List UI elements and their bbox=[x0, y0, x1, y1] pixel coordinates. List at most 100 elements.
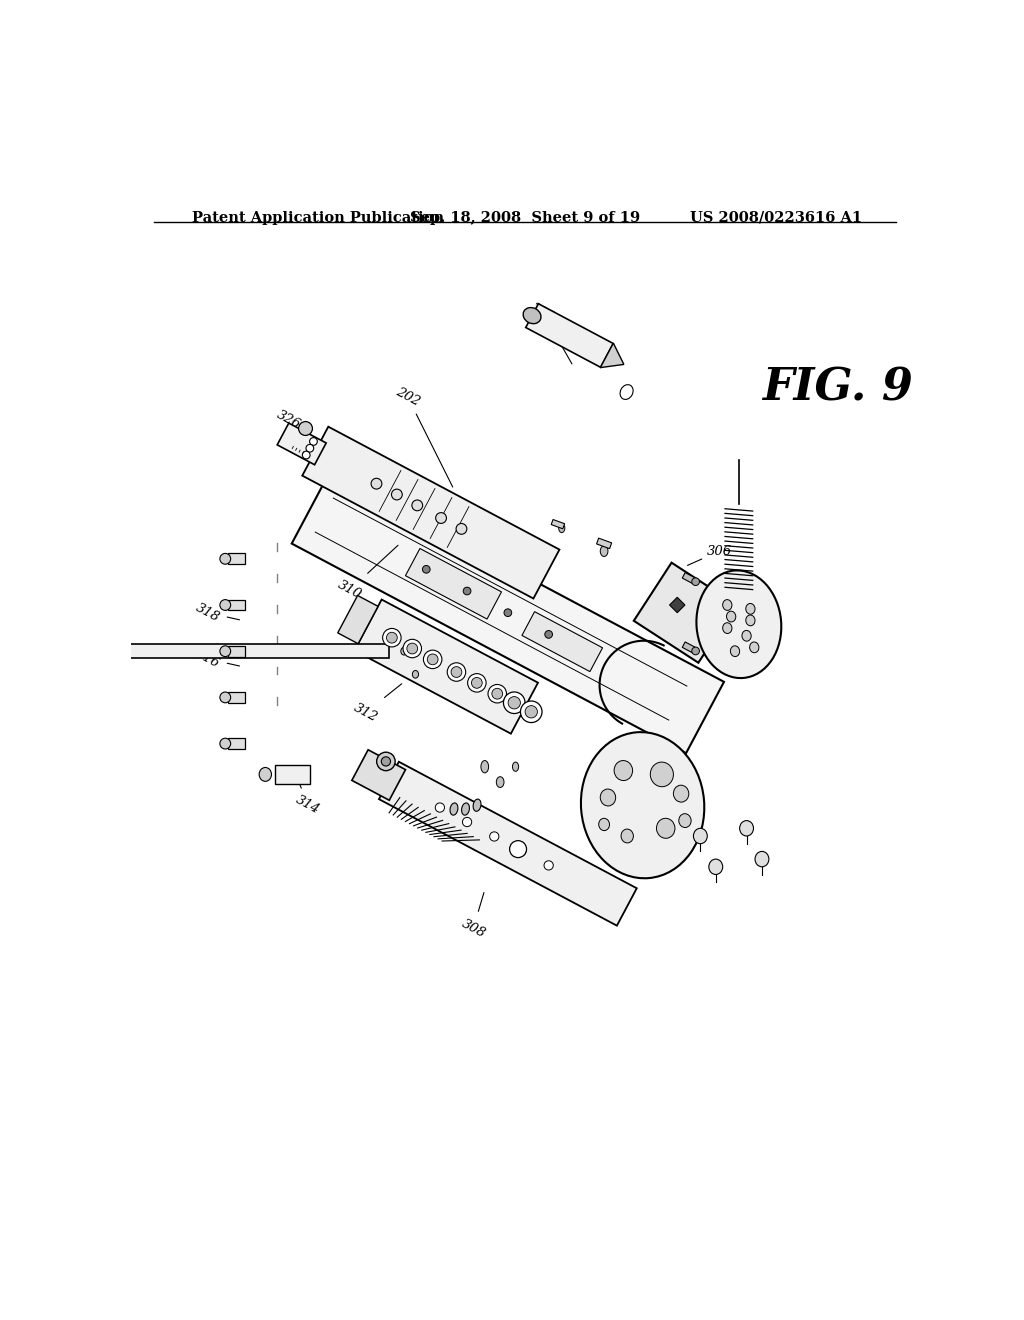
Ellipse shape bbox=[723, 623, 732, 634]
Ellipse shape bbox=[723, 599, 732, 610]
Text: 326: 326 bbox=[274, 409, 329, 449]
Ellipse shape bbox=[525, 706, 538, 718]
Polygon shape bbox=[352, 750, 406, 800]
Ellipse shape bbox=[679, 813, 691, 828]
Ellipse shape bbox=[621, 384, 633, 400]
Circle shape bbox=[371, 478, 382, 490]
Circle shape bbox=[510, 841, 526, 858]
Polygon shape bbox=[274, 764, 309, 784]
Ellipse shape bbox=[709, 859, 723, 875]
Ellipse shape bbox=[427, 653, 438, 665]
Text: US 2008/0223616 A1: US 2008/0223616 A1 bbox=[690, 211, 862, 224]
Ellipse shape bbox=[508, 697, 520, 709]
Ellipse shape bbox=[413, 671, 419, 678]
Ellipse shape bbox=[739, 821, 754, 836]
Circle shape bbox=[545, 631, 553, 639]
Ellipse shape bbox=[400, 647, 407, 655]
Ellipse shape bbox=[674, 785, 689, 803]
Polygon shape bbox=[525, 304, 613, 367]
Ellipse shape bbox=[727, 611, 736, 622]
Polygon shape bbox=[670, 598, 685, 612]
Circle shape bbox=[692, 647, 699, 655]
Ellipse shape bbox=[492, 688, 503, 700]
Text: FIG. 9: FIG. 9 bbox=[762, 367, 912, 409]
Circle shape bbox=[302, 451, 310, 459]
Ellipse shape bbox=[512, 762, 518, 771]
Circle shape bbox=[463, 587, 471, 595]
Circle shape bbox=[377, 752, 395, 771]
Ellipse shape bbox=[447, 663, 466, 681]
Circle shape bbox=[381, 756, 390, 766]
Polygon shape bbox=[551, 520, 564, 529]
Polygon shape bbox=[278, 424, 327, 465]
Polygon shape bbox=[634, 562, 736, 663]
Ellipse shape bbox=[383, 628, 401, 647]
Polygon shape bbox=[227, 738, 245, 748]
Ellipse shape bbox=[600, 545, 608, 557]
Circle shape bbox=[423, 565, 430, 573]
Circle shape bbox=[220, 692, 230, 702]
Ellipse shape bbox=[523, 308, 541, 323]
Text: 308: 308 bbox=[459, 892, 487, 940]
Circle shape bbox=[435, 512, 446, 524]
Ellipse shape bbox=[259, 767, 271, 781]
Circle shape bbox=[220, 599, 230, 610]
Ellipse shape bbox=[473, 799, 481, 812]
Ellipse shape bbox=[693, 829, 708, 843]
Text: 310: 310 bbox=[336, 545, 398, 601]
Ellipse shape bbox=[755, 851, 769, 867]
Ellipse shape bbox=[559, 523, 565, 532]
Polygon shape bbox=[406, 549, 502, 619]
Ellipse shape bbox=[403, 639, 422, 657]
Circle shape bbox=[544, 861, 553, 870]
Ellipse shape bbox=[488, 685, 507, 704]
Polygon shape bbox=[682, 642, 695, 653]
Ellipse shape bbox=[621, 829, 634, 843]
Text: 316: 316 bbox=[194, 647, 240, 671]
Text: 314: 314 bbox=[294, 777, 322, 817]
Ellipse shape bbox=[468, 673, 486, 692]
Circle shape bbox=[463, 817, 472, 826]
Ellipse shape bbox=[581, 733, 705, 878]
Polygon shape bbox=[302, 426, 559, 598]
Polygon shape bbox=[227, 645, 245, 656]
Ellipse shape bbox=[742, 631, 752, 642]
Polygon shape bbox=[338, 595, 378, 644]
Ellipse shape bbox=[745, 603, 755, 614]
Polygon shape bbox=[227, 599, 245, 610]
Ellipse shape bbox=[696, 570, 781, 678]
Circle shape bbox=[489, 832, 499, 841]
Polygon shape bbox=[127, 644, 388, 659]
Ellipse shape bbox=[423, 651, 442, 669]
Polygon shape bbox=[379, 762, 637, 925]
Circle shape bbox=[692, 578, 699, 586]
Text: 320: 320 bbox=[528, 301, 572, 364]
Circle shape bbox=[517, 846, 526, 855]
Circle shape bbox=[309, 438, 317, 445]
Circle shape bbox=[220, 738, 230, 748]
Polygon shape bbox=[682, 573, 695, 583]
Polygon shape bbox=[600, 343, 624, 367]
Circle shape bbox=[299, 421, 312, 436]
Circle shape bbox=[391, 490, 402, 500]
Ellipse shape bbox=[462, 803, 469, 816]
Ellipse shape bbox=[730, 645, 739, 656]
Circle shape bbox=[220, 645, 230, 656]
Text: 306: 306 bbox=[687, 545, 732, 565]
Circle shape bbox=[456, 524, 467, 535]
Text: Sep. 18, 2008  Sheet 9 of 19: Sep. 18, 2008 Sheet 9 of 19 bbox=[410, 211, 640, 224]
Ellipse shape bbox=[471, 677, 482, 688]
Ellipse shape bbox=[386, 632, 397, 643]
Ellipse shape bbox=[451, 667, 462, 677]
Ellipse shape bbox=[650, 762, 674, 787]
Ellipse shape bbox=[600, 789, 615, 807]
Ellipse shape bbox=[745, 615, 755, 626]
Circle shape bbox=[412, 500, 423, 511]
Ellipse shape bbox=[750, 642, 759, 652]
Ellipse shape bbox=[614, 760, 633, 780]
Text: Patent Application Publication: Patent Application Publication bbox=[193, 211, 444, 224]
Ellipse shape bbox=[450, 803, 458, 816]
Polygon shape bbox=[597, 539, 611, 549]
Ellipse shape bbox=[481, 760, 488, 774]
Ellipse shape bbox=[504, 692, 525, 714]
